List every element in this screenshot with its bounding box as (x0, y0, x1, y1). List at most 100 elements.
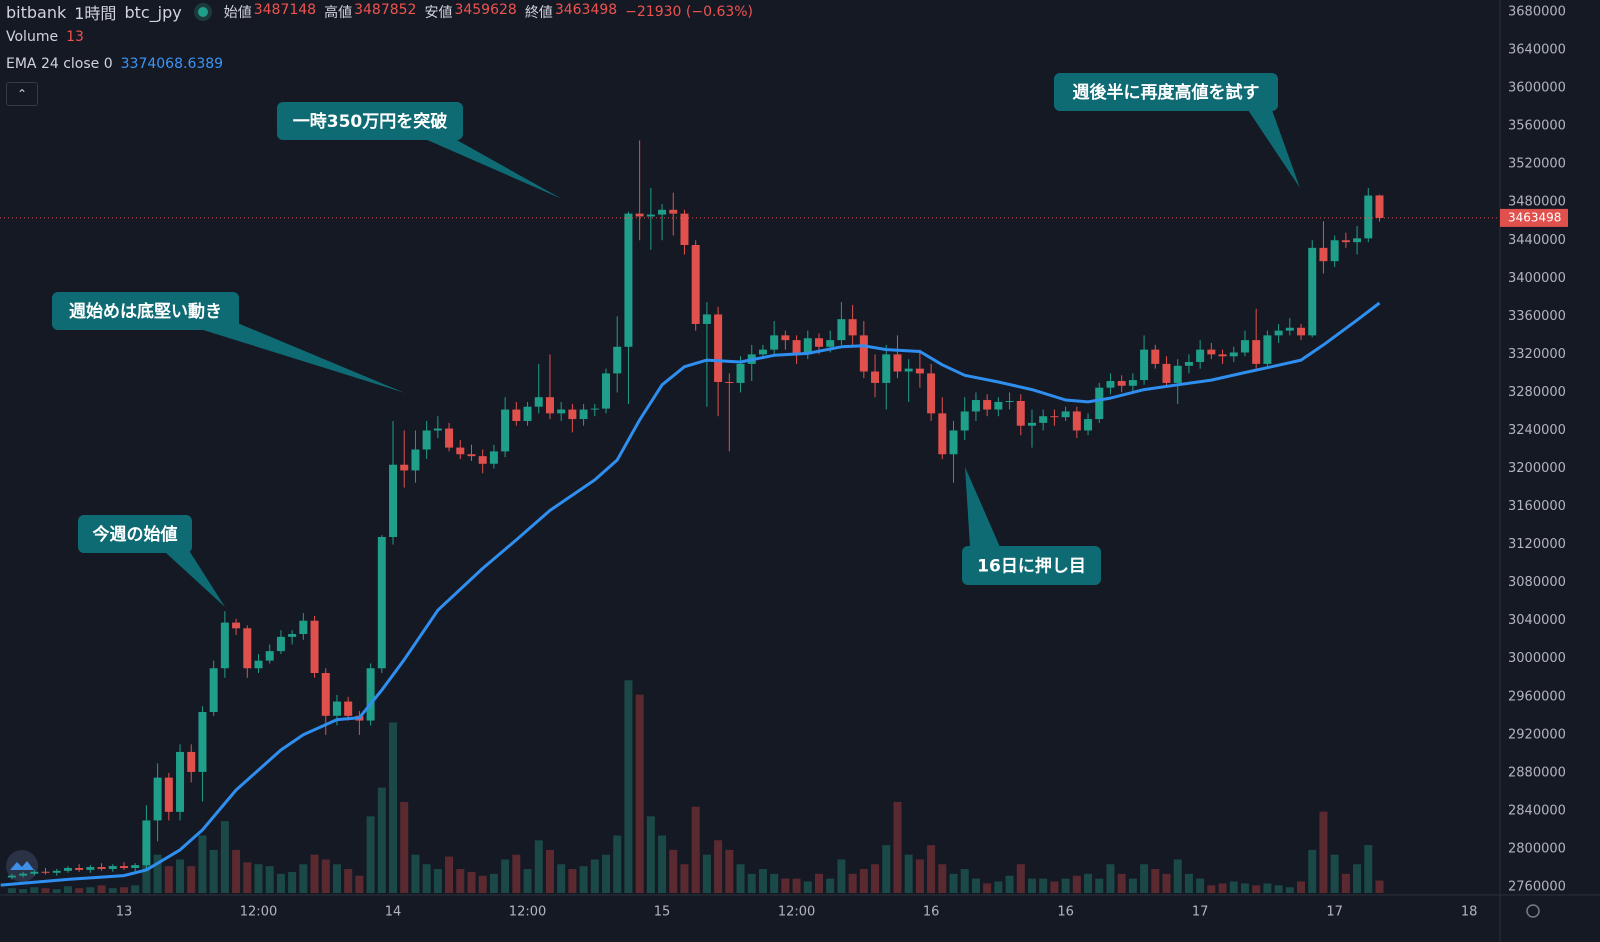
y-tick-label: 3560000 (1508, 119, 1566, 134)
candle-body (523, 406, 532, 421)
candle-body (1039, 416, 1048, 423)
ema-value: 3374068.6389 (120, 56, 224, 72)
y-tick-label: 2800000 (1508, 841, 1566, 856)
candle-body (1319, 247, 1328, 262)
logo-icon (10, 861, 34, 870)
volume-bar (243, 862, 252, 893)
annotation: 今週の始値 (78, 515, 225, 607)
candle-body (41, 871, 50, 873)
candle-body (1128, 380, 1137, 386)
volume-bar (635, 694, 644, 893)
volume-bar (826, 878, 835, 893)
volume-bar (366, 816, 375, 893)
x-tick-label: 18 (1461, 905, 1478, 920)
settings-icon[interactable] (1526, 904, 1540, 918)
x-tick-label: 12:00 (240, 905, 277, 920)
volume-bar (669, 849, 678, 893)
candle-body (265, 651, 274, 661)
candle-body (602, 373, 611, 409)
annotation-pointer (200, 322, 405, 393)
candle-body (859, 335, 868, 372)
volume-bar (400, 801, 409, 893)
candle-body (1240, 340, 1249, 353)
volume-bar (1330, 854, 1339, 893)
volume-value: 13 (66, 29, 84, 45)
volume-bar (332, 864, 341, 893)
volume-bar (1095, 878, 1104, 893)
volume-bar (119, 887, 128, 893)
candle-body (63, 867, 72, 871)
x-tick-label: 16 (1057, 905, 1074, 920)
candle-body (501, 409, 510, 452)
candle-body (1140, 349, 1149, 381)
candle-body (590, 408, 599, 410)
volume-bar (971, 878, 980, 893)
candle-body (187, 751, 196, 772)
annotation-text: 今週の始値 (93, 524, 178, 545)
candle-body (153, 777, 162, 821)
volume-bar (915, 859, 924, 893)
candle-body (220, 622, 229, 669)
candle-body (7, 875, 16, 878)
volume-bar (747, 873, 756, 893)
volume-bar (624, 680, 633, 893)
volume-bar (1263, 883, 1272, 893)
volume-bar (1128, 878, 1137, 893)
candle-body (19, 873, 28, 876)
candle-body (389, 464, 398, 537)
label: 終値 (524, 5, 553, 21)
volume-bar (658, 835, 667, 893)
candle-body (176, 751, 185, 812)
candle-body (635, 213, 644, 217)
volume-bar (467, 871, 476, 893)
volume-bar (893, 801, 902, 893)
volume-bar (1016, 864, 1025, 893)
logo[interactable] (6, 850, 38, 882)
candle-body (658, 209, 667, 215)
ohlc-low: 安値 3459628 (424, 2, 516, 22)
volume-bar (276, 873, 285, 893)
candle-body (1330, 240, 1339, 262)
candle-body (164, 777, 173, 812)
candle-body (131, 865, 140, 868)
annotation: 一時350万円を突破 (277, 102, 562, 199)
volume-bar (1151, 869, 1160, 893)
volume-bar (758, 869, 767, 893)
ohlc-high: 高値 3487852 (324, 2, 416, 22)
volume-bar (1162, 873, 1171, 893)
candle-body (725, 381, 734, 383)
annotation-box (78, 515, 192, 553)
candle-body (1285, 327, 1294, 331)
candle-body (1173, 365, 1182, 383)
volume-bar (1341, 873, 1350, 893)
volume-bar (377, 787, 386, 893)
volume-bar (198, 835, 207, 893)
candle-body (1016, 400, 1025, 426)
y-tick-label: 3600000 (1508, 81, 1566, 96)
candle-body (534, 397, 543, 407)
volume-bar (254, 864, 263, 893)
volume-bar (1353, 864, 1362, 893)
candle-body (1218, 354, 1227, 357)
collapse-button[interactable]: ⌃ (6, 82, 38, 106)
candle-body (344, 701, 353, 716)
status-dot (197, 7, 208, 17)
candle-body (1297, 327, 1306, 336)
volume-bar (927, 845, 936, 893)
y-tick-label: 2920000 (1508, 727, 1566, 742)
x-tick-label: 12:00 (509, 905, 546, 920)
candle-body (456, 447, 465, 455)
volume-bar (176, 859, 185, 893)
volume-bar (1061, 878, 1070, 893)
candle-body (848, 319, 857, 336)
annotation: 週後半に再度高値を試す (1054, 73, 1300, 188)
candle-body (1151, 349, 1160, 364)
candle-body (568, 409, 577, 420)
y-tick-label: 2760000 (1508, 880, 1566, 895)
candle-body (433, 428, 442, 431)
candle-body (557, 409, 566, 414)
volume-bar (1072, 875, 1081, 893)
candle-body (445, 428, 454, 448)
volume-bar (1207, 885, 1216, 893)
